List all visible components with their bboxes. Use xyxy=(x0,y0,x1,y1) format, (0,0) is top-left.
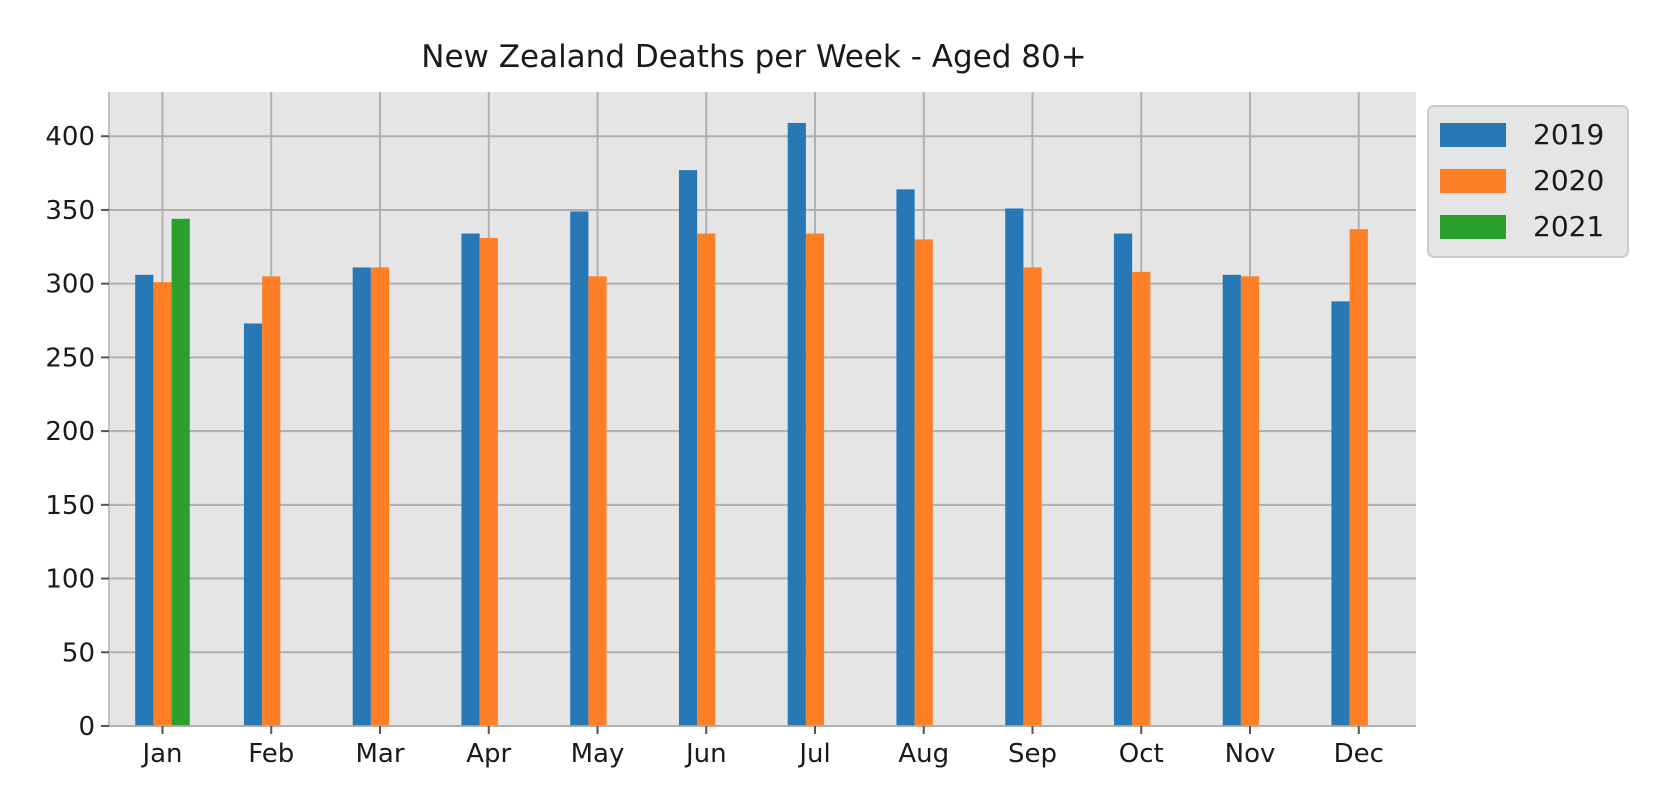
legend-label-2021: 2021 xyxy=(1533,210,1604,243)
bar-2019-Jun xyxy=(678,170,698,727)
x-tick-label: Jul xyxy=(797,739,830,769)
bar-2019-Nov xyxy=(1222,274,1241,726)
y-tick-label: 100 xyxy=(45,565,95,595)
legend-swatch-2021 xyxy=(1440,215,1506,239)
y-tick-label: 300 xyxy=(45,270,95,300)
x-tick-label: Dec xyxy=(1334,739,1384,769)
bar-2019-Apr xyxy=(461,233,480,726)
legend: 2019 2020 2021 xyxy=(1427,105,1629,258)
x-tick-label: Jun xyxy=(684,739,727,769)
y-tick-label: 0 xyxy=(78,712,95,742)
legend-label-2019: 2019 xyxy=(1533,118,1604,151)
bar-2020-May xyxy=(588,276,607,726)
bar-2020-Feb xyxy=(262,276,281,726)
x-tick-label: Aug xyxy=(898,739,949,769)
x-tick-label: Feb xyxy=(248,739,294,769)
bar-2019-Dec xyxy=(1331,301,1350,726)
bar-2020-Jul xyxy=(805,233,825,726)
bar-2019-Aug xyxy=(896,189,915,726)
y-tick-label: 350 xyxy=(45,196,95,226)
plot-area xyxy=(109,92,1416,726)
bar-2019-Jul xyxy=(787,122,806,727)
bar-2019-Jan xyxy=(135,274,154,726)
axes: 0 50 100 150 200 250 300 350 400 Jan Feb Mar Apr May J… xyxy=(45,92,1416,769)
bar-2020-Apr xyxy=(479,237,498,726)
bar-2020-Oct xyxy=(1132,271,1151,726)
y-tick-label: 250 xyxy=(45,343,95,373)
bar-2020-Jun xyxy=(697,233,716,726)
bar-2019-Oct xyxy=(1113,233,1133,726)
x-tick-label: Oct xyxy=(1119,739,1164,769)
bar-2020-Mar xyxy=(370,267,390,726)
x-tick-label: Sep xyxy=(1008,739,1057,769)
x-tick-label: May xyxy=(571,739,625,769)
y-tick-label: 400 xyxy=(45,122,95,152)
bar-2021-Jan xyxy=(171,218,190,727)
legend-label-2020: 2020 xyxy=(1533,164,1604,197)
y-tick-label: 150 xyxy=(45,491,95,521)
bar-2020-Dec xyxy=(1349,229,1368,727)
bar-2019-Feb xyxy=(243,323,263,726)
bar-2020-Sep xyxy=(1023,267,1042,726)
bar-2019-Mar xyxy=(352,267,371,726)
bar-2020-Aug xyxy=(914,239,933,726)
y-tick-label: 50 xyxy=(62,638,95,668)
x-tick-label: Nov xyxy=(1225,739,1276,769)
bar-2019-May xyxy=(570,211,589,726)
bar-2020-Jan xyxy=(153,282,172,726)
x-tick-label: Mar xyxy=(355,739,404,769)
chart-title: New Zealand Deaths per Week - Aged 80+ xyxy=(421,39,1086,75)
legend-swatch-2019 xyxy=(1440,123,1506,147)
bar-2020-Nov xyxy=(1240,276,1260,726)
bars xyxy=(135,122,1368,727)
x-tick-label: Jan xyxy=(140,739,182,769)
bar-2019-Sep xyxy=(1005,208,1024,726)
x-tick-label: Apr xyxy=(466,739,511,769)
legend-swatch-2020 xyxy=(1440,169,1506,193)
y-tick-label: 200 xyxy=(45,417,95,447)
